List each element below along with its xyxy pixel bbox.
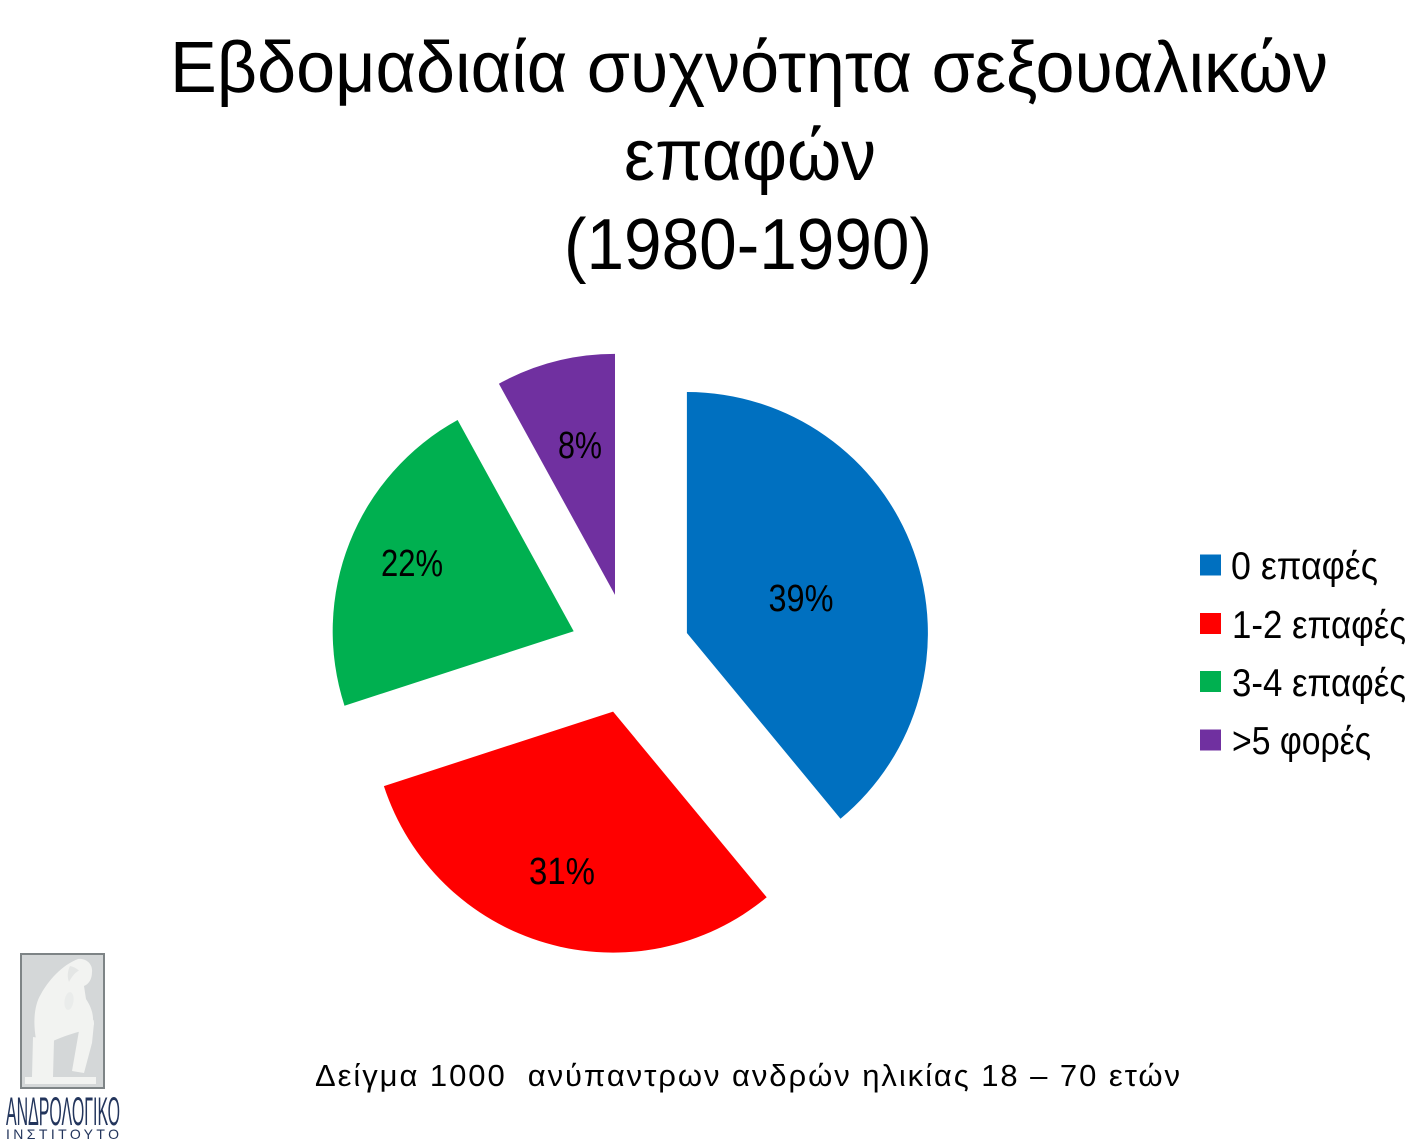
svg-text:Δείγμα 1000 ανύπαντρων ανδρών: Δείγμα 1000 ανύπαντρων ανδρών ηλικίας 18…	[315, 1058, 1180, 1093]
svg-text:22%: 22%	[381, 543, 443, 585]
svg-text:39%: 39%	[769, 578, 834, 620]
svg-text:ΑΝΔΡΟΛΟΓΙΚΟ: ΑΝΔΡΟΛΟΓΙΚΟ	[6, 1090, 120, 1134]
svg-text:(1980-1990): (1980-1990)	[564, 205, 932, 285]
svg-text:31%: 31%	[529, 851, 595, 893]
svg-text:>5 φορές: >5 φορές	[1232, 720, 1371, 763]
svg-text:0 επαφές: 0 επαφές	[1231, 545, 1378, 588]
svg-text:ΙΝΣΤΙΤΟΥΤΟ: ΙΝΣΤΙΤΟΥΤΟ	[6, 1126, 119, 1142]
svg-text:3-4 επαφές: 3-4 επαφές	[1232, 662, 1406, 705]
svg-text:Εβδομαδιαία συχνότητα σεξουαλι: Εβδομαδιαία συχνότητα σεξουαλικών	[170, 28, 1328, 108]
svg-text:1-2 επαφές: 1-2 επαφές	[1232, 604, 1406, 647]
svg-text:επαφών: επαφών	[624, 116, 876, 196]
svg-text:8%: 8%	[558, 425, 602, 467]
